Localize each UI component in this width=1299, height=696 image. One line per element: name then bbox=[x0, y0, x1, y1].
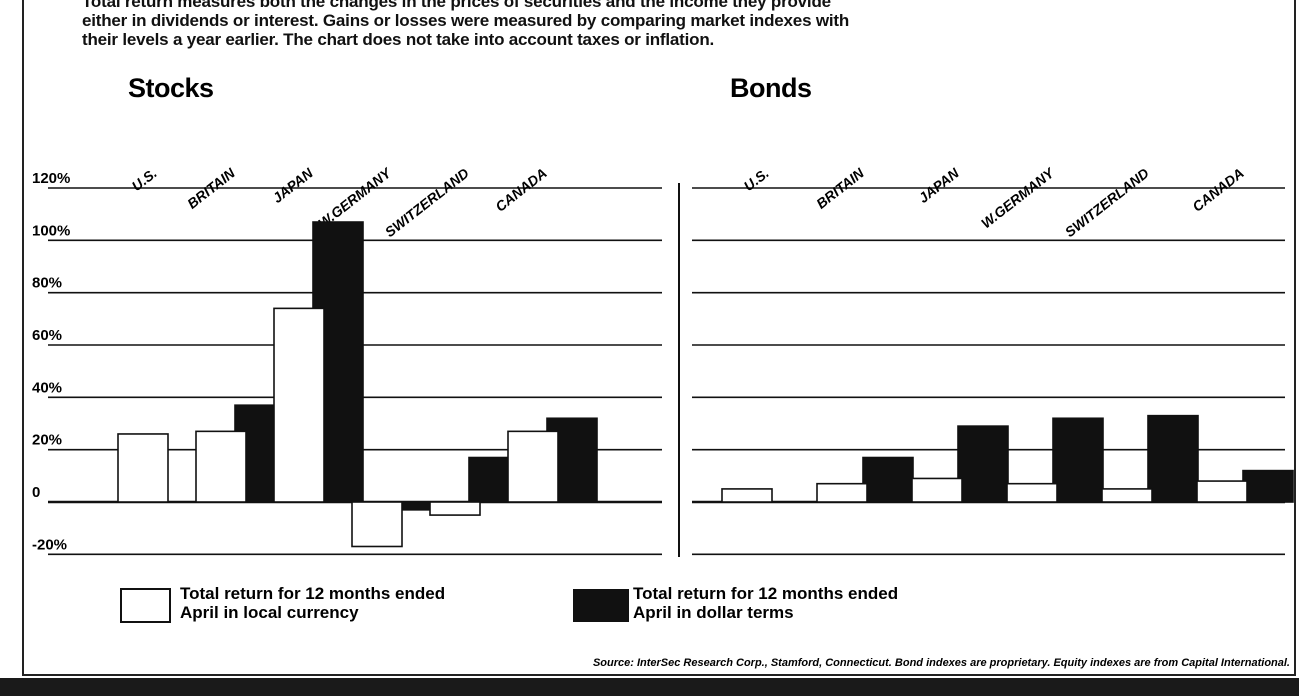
stocks-category-label: U.S. bbox=[129, 165, 160, 194]
bonds-bar-dollar bbox=[957, 425, 1009, 503]
stocks-category-label: CANADA bbox=[492, 165, 550, 215]
intro-line: their levels a year earlier. The chart d… bbox=[82, 30, 715, 49]
legend-local-line1: Total return for 12 months ended bbox=[180, 584, 445, 603]
bonds-title: Bonds bbox=[730, 73, 812, 103]
y-tick-label: -20% bbox=[32, 536, 67, 553]
bonds-category-label: W.GERMANY bbox=[978, 164, 1058, 232]
y-tick-label: 100% bbox=[32, 222, 70, 239]
y-tick-label: 40% bbox=[32, 379, 62, 396]
stocks-category-label: JAPAN bbox=[269, 164, 316, 206]
stocks-bars bbox=[117, 221, 598, 548]
bonds-bars bbox=[721, 414, 1294, 503]
bonds-category-label: SWITZERLAND bbox=[1062, 165, 1152, 240]
stocks-bar-local bbox=[351, 501, 403, 548]
y-tick-label: 80% bbox=[32, 275, 62, 292]
bonds-panel: Bonds U.S. BRITAIN JAPAN W.GERMANY SWITZERLA… bbox=[692, 73, 1294, 556]
legend-swatch-local bbox=[120, 588, 171, 623]
bonds-bar-local bbox=[816, 482, 868, 503]
intro-paragraph: Total return measures both the changes i… bbox=[82, 0, 1012, 49]
stocks-bar-local bbox=[429, 501, 481, 516]
stocks-category-label: W.GERMANY bbox=[315, 164, 395, 232]
source-note: Source: InterSec Research Corp., Stamfor… bbox=[593, 657, 1290, 669]
stocks-bar-local bbox=[117, 433, 169, 503]
bonds-category-labels: U.S. BRITAIN JAPAN W.GERMANY SWITZERLAND CANA… bbox=[741, 164, 1247, 240]
stocks-category-label: SWITZERLAND bbox=[382, 165, 472, 240]
bonds-bar-dollar bbox=[862, 456, 914, 503]
legend-local-line2: April in local currency bbox=[180, 603, 359, 622]
stocks-bar-local bbox=[273, 307, 325, 503]
y-tick-label: 20% bbox=[32, 432, 62, 449]
chart-frame bbox=[22, 0, 1296, 676]
bonds-category-label: CANADA bbox=[1189, 165, 1247, 215]
legend-dollar-line1: Total return for 12 months ended bbox=[633, 584, 898, 603]
stocks-bar-local bbox=[507, 430, 559, 503]
bonds-bar-dollar bbox=[1052, 417, 1104, 503]
legend-dollar-line2: April in dollar terms bbox=[633, 603, 794, 622]
intro-line: either in dividends or interest. Gains o… bbox=[82, 11, 850, 30]
stocks-tick-labels: 120% 100% 80% 60% 40% 20% 0 -20% bbox=[32, 170, 70, 553]
bonds-bar-local bbox=[1101, 488, 1153, 503]
bottom-scan-strip bbox=[0, 678, 1299, 696]
intro-line: Total return measures both the changes i… bbox=[82, 0, 831, 11]
bonds-bar-local bbox=[1196, 480, 1248, 503]
y-tick-label: 0 bbox=[32, 484, 40, 501]
stocks-panel: Stocks 120%100%80%60%40%20%0-20% U.S. BRI… bbox=[32, 73, 662, 556]
bonds-bar-local bbox=[911, 477, 963, 503]
legend: Total return for 12 months ended April i… bbox=[120, 584, 898, 623]
y-tick-label: 60% bbox=[32, 327, 62, 344]
bonds-category-label: JAPAN bbox=[915, 164, 962, 206]
bonds-bar-local bbox=[1006, 482, 1058, 503]
bonds-bar-dollar bbox=[1147, 414, 1199, 503]
y-tick-label: 120% bbox=[32, 170, 70, 187]
bonds-bar-local bbox=[721, 488, 773, 503]
stocks-title: Stocks bbox=[128, 73, 214, 103]
bonds-bar-dollar bbox=[1242, 469, 1294, 503]
stocks-bar-local bbox=[195, 430, 247, 503]
legend-swatch-dollar bbox=[573, 589, 629, 622]
bonds-category-label: U.S. bbox=[741, 165, 772, 194]
